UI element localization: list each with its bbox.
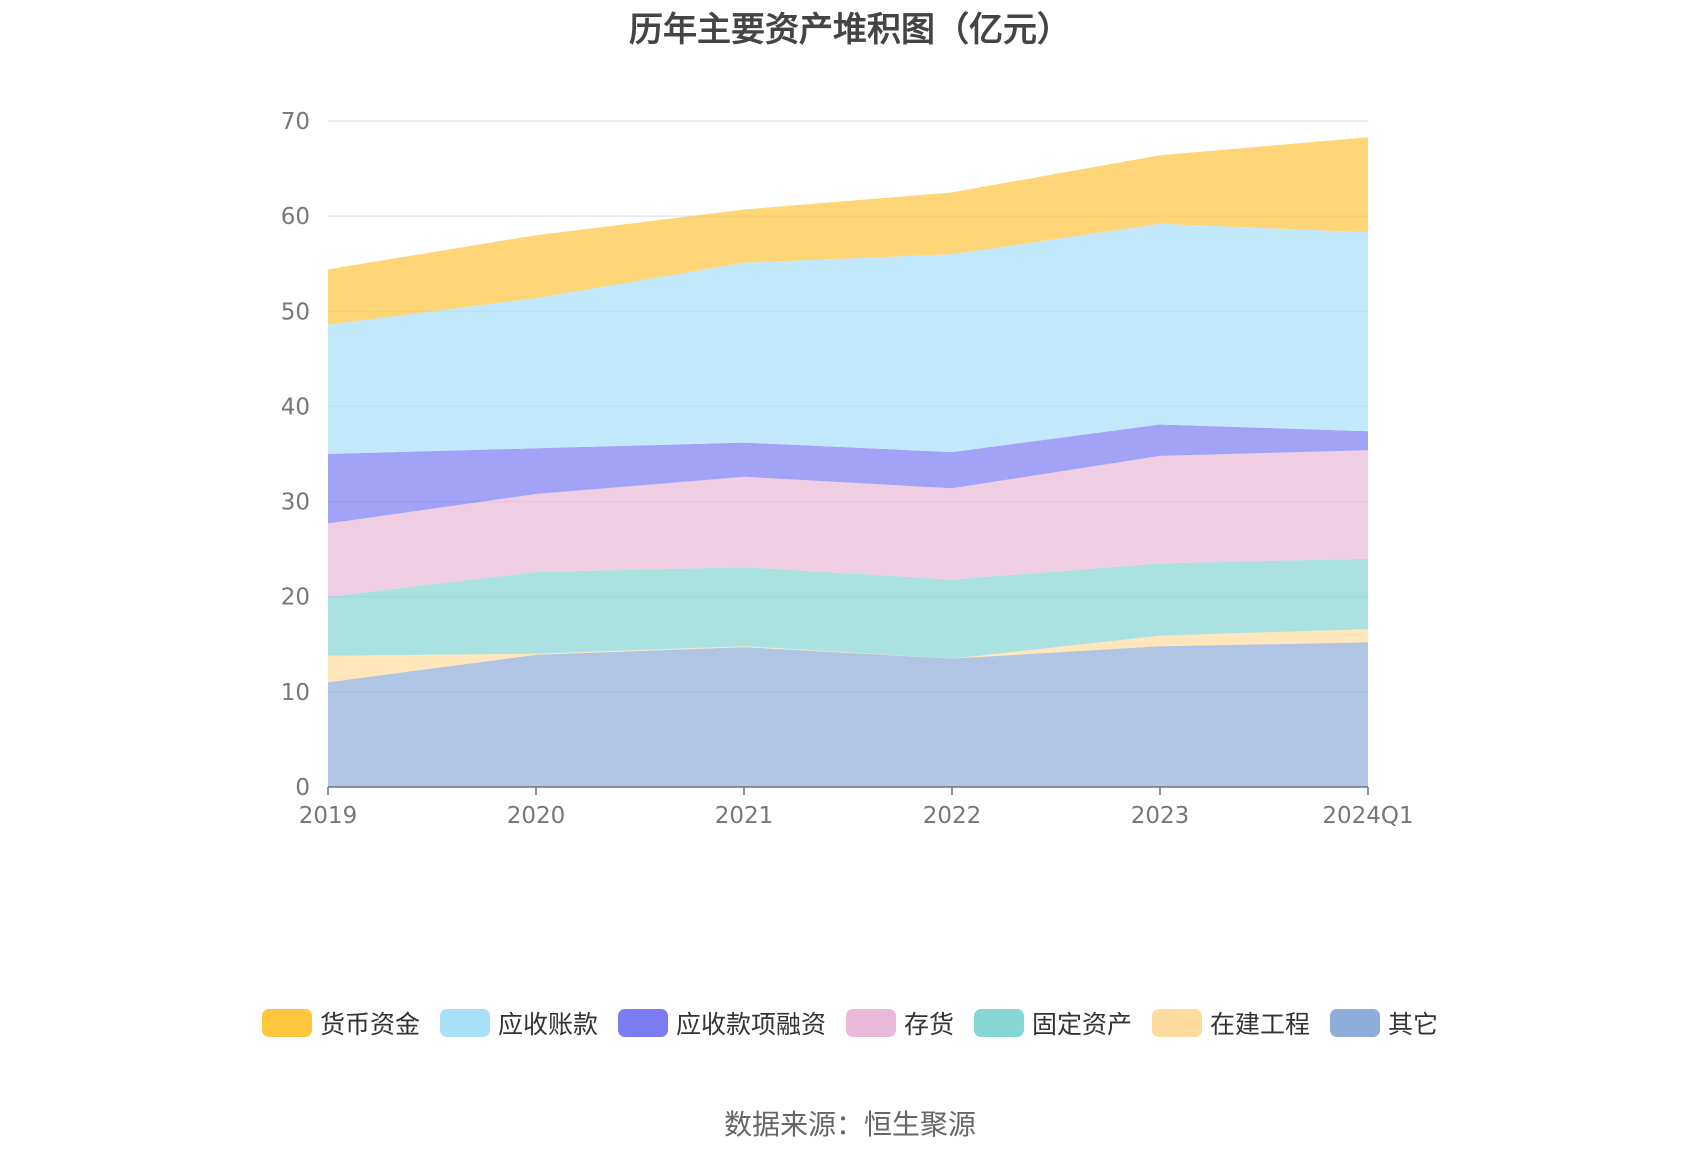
legend-swatch — [617, 1009, 668, 1037]
x-tick-label: 2023 — [1131, 803, 1190, 829]
source-note: 数据来源：恒生聚源 — [723, 1108, 976, 1141]
legend-swatch — [261, 1009, 312, 1037]
legend-item[interactable]: 存货 — [845, 1005, 954, 1041]
legend-item[interactable]: 固定资产 — [974, 1005, 1132, 1041]
area-series-5[interactable] — [328, 223, 1368, 454]
x-tick-label: 2024Q1 — [1322, 803, 1413, 829]
legend-label: 应收款项融资 — [675, 1010, 826, 1039]
area-series-3[interactable] — [328, 450, 1368, 597]
legend-label: 其它 — [1388, 1010, 1439, 1039]
legend-item[interactable]: 应收款项融资 — [617, 1005, 826, 1041]
area-series-6[interactable] — [328, 137, 1368, 325]
y-tick-label: 60 — [281, 204, 310, 230]
legend-label: 存货 — [903, 1010, 954, 1039]
legend-swatch — [439, 1009, 490, 1037]
legend-label: 应收账款 — [497, 1010, 598, 1039]
legend-label: 在建工程 — [1210, 1010, 1311, 1039]
legend-item[interactable]: 在建工程 — [1152, 1005, 1310, 1041]
legend-item[interactable]: 应收账款 — [439, 1005, 598, 1041]
legend-swatch — [1152, 1009, 1203, 1037]
area-series-4[interactable] — [328, 424, 1368, 524]
legend-item[interactable]: 其它 — [1330, 1005, 1438, 1041]
legend-swatch — [974, 1009, 1024, 1037]
y-tick-label: 0 — [295, 775, 310, 801]
legend: 货币资金 应收账款 应收款项融资 存货 固定资产 在建工程 其它 — [0, 1005, 1700, 1041]
y-tick-label: 20 — [281, 585, 310, 611]
x-tick-label: 2021 — [715, 803, 774, 829]
x-tick-label: 2022 — [923, 803, 982, 829]
chart-title: 历年主要资产堆积图（亿元） — [629, 10, 1071, 50]
y-tick-label: 10 — [281, 680, 310, 706]
area-series-1[interactable] — [328, 629, 1368, 683]
x-tick-label: 2020 — [507, 803, 566, 829]
legend-label: 货币资金 — [319, 1010, 420, 1039]
area-series-0[interactable] — [328, 642, 1368, 787]
y-tick-label: 30 — [281, 490, 310, 516]
legend-label: 固定资产 — [1032, 1010, 1133, 1039]
legend-swatch — [845, 1009, 896, 1037]
y-tick-label: 40 — [281, 394, 310, 420]
y-tick-label: 70 — [281, 109, 310, 135]
legend-swatch — [1330, 1009, 1381, 1037]
x-tick-label: 2019 — [299, 803, 358, 829]
area-series-2[interactable] — [328, 558, 1368, 659]
legend-item[interactable]: 货币资金 — [261, 1005, 420, 1041]
y-tick-label: 50 — [281, 299, 310, 325]
